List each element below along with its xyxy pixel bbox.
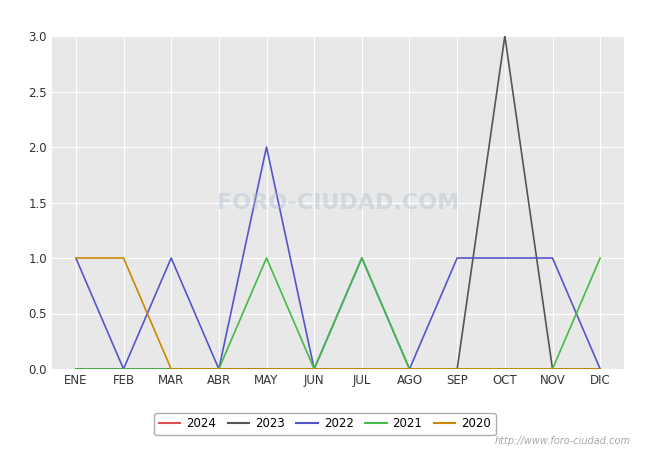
2022 [263,144,270,150]
2024 [72,366,80,372]
Line: 2020: 2020 [76,258,600,369]
2023 [501,33,509,39]
2020 [358,366,366,372]
2022 [167,255,175,261]
2021 [406,366,413,372]
2023 [549,366,556,372]
2022 [453,255,461,261]
2021 [501,366,509,372]
2021 [215,366,223,372]
2021 [263,255,270,261]
2023 [120,366,127,372]
2021 [358,255,366,261]
2020 [406,366,413,372]
2022 [596,366,604,372]
2022 [120,366,127,372]
Line: 2022: 2022 [76,147,600,369]
2024 [263,366,270,372]
Text: http://www.foro-ciudad.com: http://www.foro-ciudad.com [495,436,630,446]
2021 [453,366,461,372]
2020 [501,366,509,372]
2023 [358,366,366,372]
2022 [501,255,509,261]
2020 [453,366,461,372]
2024 [167,366,175,372]
2023 [406,366,413,372]
2023 [453,366,461,372]
2023 [310,366,318,372]
Text: Matriculaciones de Vehiculos en Orea: Matriculaciones de Vehiculos en Orea [156,9,494,27]
2023 [263,366,270,372]
2020 [263,366,270,372]
Line: 2023: 2023 [76,36,600,369]
2024 [120,366,127,372]
2020 [310,366,318,372]
2021 [310,366,318,372]
2022 [72,255,80,261]
2023 [215,366,223,372]
2020 [596,366,604,372]
2023 [596,366,604,372]
2022 [215,366,223,372]
Text: FORO-CIUDAD.COM: FORO-CIUDAD.COM [217,193,459,212]
2021 [167,366,175,372]
2022 [406,366,413,372]
2020 [167,366,175,372]
2021 [596,255,604,261]
2021 [120,366,127,372]
2023 [72,366,80,372]
2020 [549,366,556,372]
2022 [310,366,318,372]
2021 [549,366,556,372]
2024 [215,366,223,372]
2022 [549,255,556,261]
Legend: 2024, 2023, 2022, 2021, 2020: 2024, 2023, 2022, 2021, 2020 [154,413,496,435]
2023 [167,366,175,372]
2020 [72,255,80,261]
Line: 2021: 2021 [76,258,600,369]
2021 [72,366,80,372]
2022 [358,255,366,261]
2020 [215,366,223,372]
2020 [120,255,127,261]
